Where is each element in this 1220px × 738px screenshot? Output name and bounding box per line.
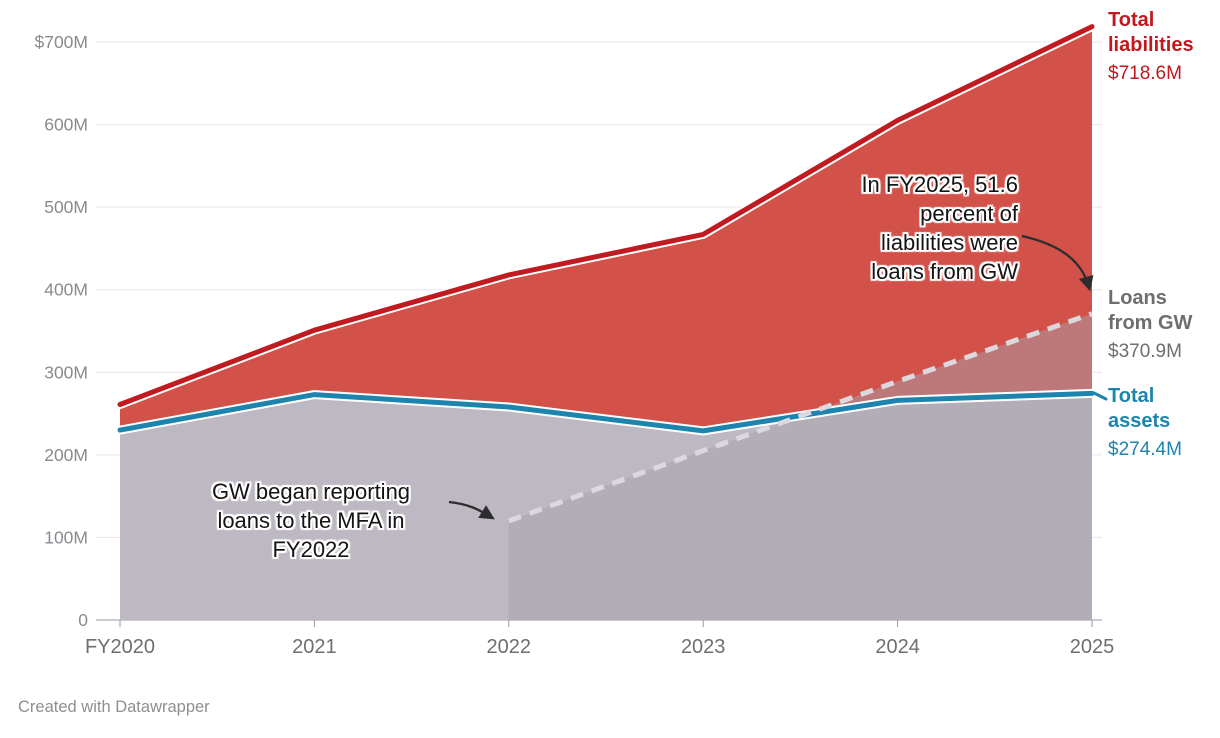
annotation-fy2025-share: In FY2025, 51.6 percent of liabilities wer… [861, 172, 1018, 284]
series-name-total-liabilities: Total liabilities [1108, 9, 1194, 56]
footer-credit: Created with Datawrapper [18, 698, 210, 716]
series-value-total-liabilities: $718.6M [1108, 63, 1182, 84]
x-tick-label: FY2020 [85, 636, 155, 658]
x-tick-label: 2024 [875, 636, 920, 658]
x-tick-label: 2021 [292, 636, 337, 658]
y-tick-label: 200M [44, 445, 88, 465]
assets-label-connector [1092, 391, 1108, 401]
y-tick-label: 100M [44, 527, 88, 547]
series-label-total-assets: Total assets $274.4M [1108, 384, 1182, 462]
series-label-total-liabilities: Total liabilities $718.6M [1108, 8, 1194, 86]
x-tick-label: 2022 [487, 636, 532, 658]
series-value-total-assets: $274.4M [1108, 439, 1182, 460]
y-tick-label: 600M [44, 115, 88, 135]
series-name-total-assets: Total assets [1108, 385, 1171, 432]
assets-line [117, 390, 1095, 434]
y-tick-label: 500M [44, 197, 88, 217]
loans-area [508, 313, 1092, 620]
x-tick-label: 2023 [681, 636, 726, 658]
x-tick-label: 2025 [1070, 636, 1115, 658]
series-label-loans-from-gw: Loans from GW $370.9M [1108, 286, 1192, 364]
y-tick-label: 300M [44, 362, 88, 382]
loans-dashed-line [507, 311, 1093, 524]
annotation-arrow-fy2025 [1021, 234, 1094, 292]
series-name-loans-from-gw: Loans from GW [1108, 287, 1193, 334]
annotation-fy2022-start: GW began reporting loans to the MFA in FY2… [211, 479, 411, 562]
y-tick-label: $700M [34, 32, 88, 52]
liabilities-line [117, 24, 1095, 407]
series-value-loans-from-gw: $370.9M [1108, 341, 1182, 362]
annotation-arrow-fy2022 [448, 500, 495, 520]
y-tick-label: 0 [78, 610, 88, 630]
y-tick-label: 400M [44, 280, 88, 300]
